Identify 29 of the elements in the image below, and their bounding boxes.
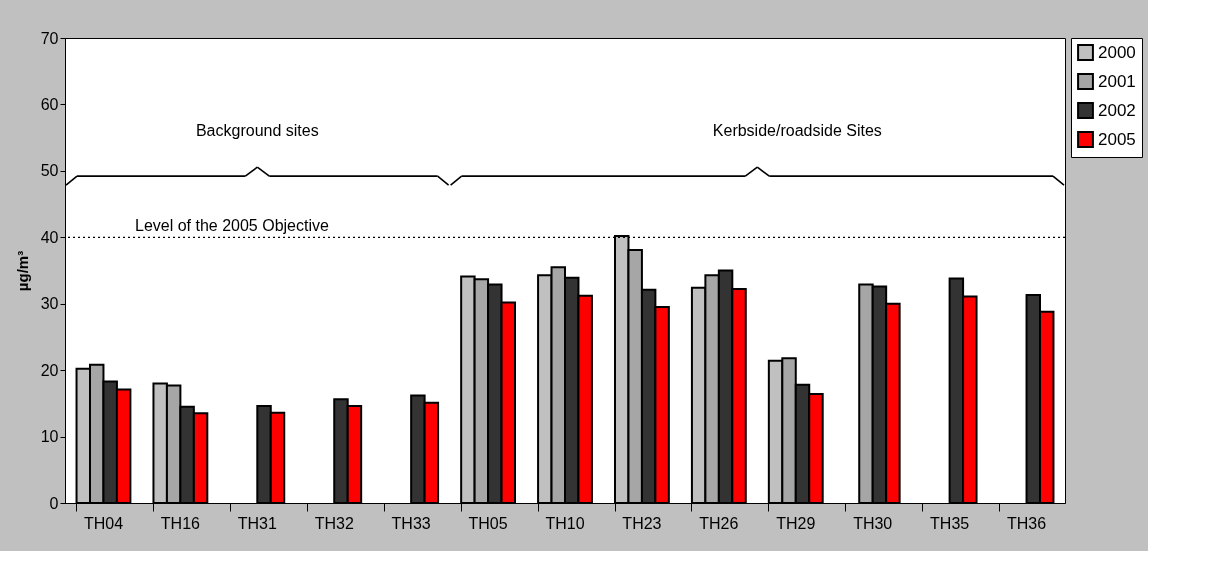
y-axis-title: µg/m³ xyxy=(13,250,31,292)
legend-label: 2000 xyxy=(1098,42,1136,62)
y-tick-label: 40 xyxy=(40,228,59,246)
x-tick-label: TH10 xyxy=(545,514,585,532)
x-tick-label: TH33 xyxy=(391,514,431,532)
y-tick-label: 60 xyxy=(40,95,59,113)
x-tick-label: TH30 xyxy=(853,514,893,532)
x-tick-label: TH29 xyxy=(776,514,816,532)
x-tick-label: TH32 xyxy=(314,514,354,532)
y-tick-label: 30 xyxy=(40,295,59,313)
x-tick-label: TH23 xyxy=(622,514,662,532)
ref-line-label: Level of the 2005 Objective xyxy=(135,217,330,235)
legend-label: 2005 xyxy=(1098,129,1136,149)
y-tick-label: 20 xyxy=(40,361,59,379)
x-tick-label: TH26 xyxy=(699,514,739,532)
x-tick-label: TH36 xyxy=(1006,514,1047,532)
y-tick-label: 10 xyxy=(40,428,59,446)
y-tick-label: 0 xyxy=(49,494,59,512)
x-tick-label: TH05 xyxy=(468,514,508,532)
annotation: Kerbside/roadside Sites xyxy=(712,122,882,139)
y-tick-label: 70 xyxy=(40,29,59,47)
x-tick-label: TH16 xyxy=(160,514,201,532)
x-tick-label: TH31 xyxy=(237,514,277,532)
legend-label: 2002 xyxy=(1098,100,1136,120)
x-tick-label: TH35 xyxy=(930,514,970,532)
y-tick-label: 50 xyxy=(40,162,59,180)
x-tick-label: TH04 xyxy=(83,514,124,532)
legend-label: 2001 xyxy=(1098,71,1136,91)
annotation: Background sites xyxy=(195,122,319,139)
